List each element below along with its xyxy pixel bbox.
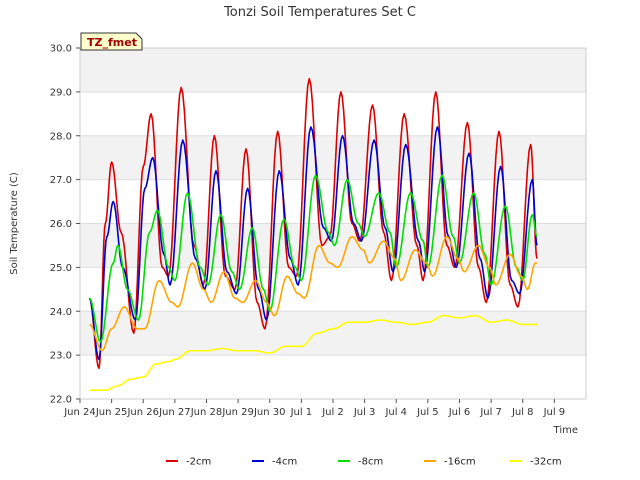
x-tick-label: Jul 7 [479,407,502,418]
x-tick-label: Jul 4 [384,407,407,418]
series-line-16cm [89,235,538,352]
y-tick-label: 30.0 [50,44,72,55]
plot-band [80,48,586,92]
series-line-32cm [89,314,537,392]
y-tick-label: 27.0 [50,175,72,186]
plot-band [80,355,586,399]
plot-band [80,91,586,136]
station-badge: TZ_fmet [80,32,143,51]
y-tick-label: 25.0 [50,263,72,274]
x-tick-label: Jul 5 [416,407,439,418]
x-axis-label: Time [553,425,578,436]
x-tick-label: Jun 28 [190,407,223,418]
series-lines [88,77,538,392]
legend-label: -4cm [272,457,297,468]
y-axis-label: Soil Temperature (C) [9,172,20,275]
badge-box [80,32,143,51]
x-tick-label: Jun 30 [253,407,286,418]
x-tick-label: Jun 29 [221,407,254,418]
series-line-2cm [88,77,538,370]
y-tick-label: 23.0 [50,351,72,362]
legend-label: -8cm [358,457,383,468]
x-tick-label: Jun 27 [158,407,191,418]
x-tick-label: Jul 2 [321,407,344,418]
x-tick-label: Jun 26 [126,407,159,418]
y-tick-label: 22.0 [50,395,72,406]
x-tick-label: Jul 8 [511,407,534,418]
chart-title: Tonzi Soil Temperatures Set C [223,5,416,20]
y-axis: 22.0 23.0 24.0 25.0 26.0 27.0 28.0 29.0 30.0 [50,44,80,406]
plot-band [80,311,586,356]
x-tick-label: Jul 1 [290,407,313,418]
x-axis: Jun 24 Jun 25 Jun 26 Jun 27 Jun 28 Jun 29 Jun … [63,399,565,418]
y-tick-label: 24.0 [50,307,72,318]
legend-label: -2cm [186,457,211,468]
x-tick-label: Jul 6 [448,407,471,418]
series-line-8cm [88,174,538,343]
y-tick-label: 26.0 [50,219,72,230]
x-tick-label: Jul 3 [353,407,376,418]
x-tick-label: Jun 24 [63,407,96,418]
series-line-4cm [88,126,538,361]
x-tick-label: Jun 25 [95,407,128,418]
x-tick-label: Jul 9 [543,407,566,418]
legend: -2cm -4cm -8cm -16cm -32cm [166,457,562,468]
badge-label: TZ_fmet [87,36,137,49]
y-tick-label: 29.0 [50,87,72,98]
legend-label: -32cm [530,457,562,468]
y-tick-label: 28.0 [50,131,72,142]
legend-label: -16cm [444,457,476,468]
